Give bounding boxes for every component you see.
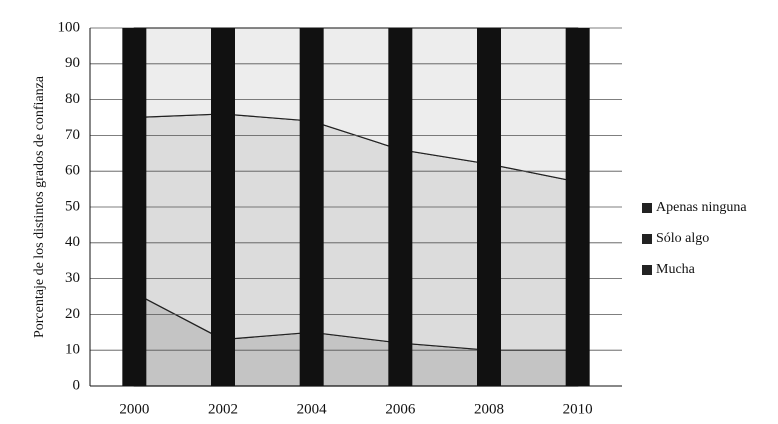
- y-tick-label: 50: [65, 198, 80, 214]
- x-tick-label: 2002: [208, 401, 238, 417]
- y-axis-label: Porcentaje de los distintos grados de co…: [32, 75, 47, 338]
- x-tick-label: 2006: [385, 401, 416, 417]
- column-band: [477, 28, 501, 386]
- y-tick-label: 100: [58, 19, 81, 35]
- x-tick-label: 2004: [297, 401, 328, 417]
- legend-label: Sólo algo: [656, 231, 709, 246]
- column-band: [565, 28, 590, 386]
- y-tick-label: 80: [65, 91, 80, 107]
- y-tick-label: 0: [73, 377, 81, 393]
- legend-label: Mucha: [656, 262, 696, 277]
- column-band: [388, 28, 413, 386]
- column-band: [299, 28, 324, 386]
- x-tick-label: 2010: [563, 401, 593, 417]
- y-tick-label: 40: [65, 234, 80, 250]
- y-tick-label: 90: [65, 55, 80, 71]
- y-tick-label: 70: [65, 127, 80, 143]
- y-tick-label: 30: [65, 270, 80, 286]
- x-tick-label: 2008: [474, 401, 504, 417]
- legend-label: Apenas ninguna: [656, 200, 747, 215]
- legend-swatch: [642, 234, 652, 244]
- y-tick-label: 60: [65, 163, 80, 179]
- y-tick-label: 10: [65, 342, 80, 358]
- x-tick-label: 2000: [119, 401, 149, 417]
- legend-swatch: [642, 265, 652, 275]
- legend-swatch: [642, 203, 652, 213]
- column-band: [122, 28, 147, 386]
- y-tick-label: 20: [65, 306, 80, 322]
- column-band: [211, 28, 235, 386]
